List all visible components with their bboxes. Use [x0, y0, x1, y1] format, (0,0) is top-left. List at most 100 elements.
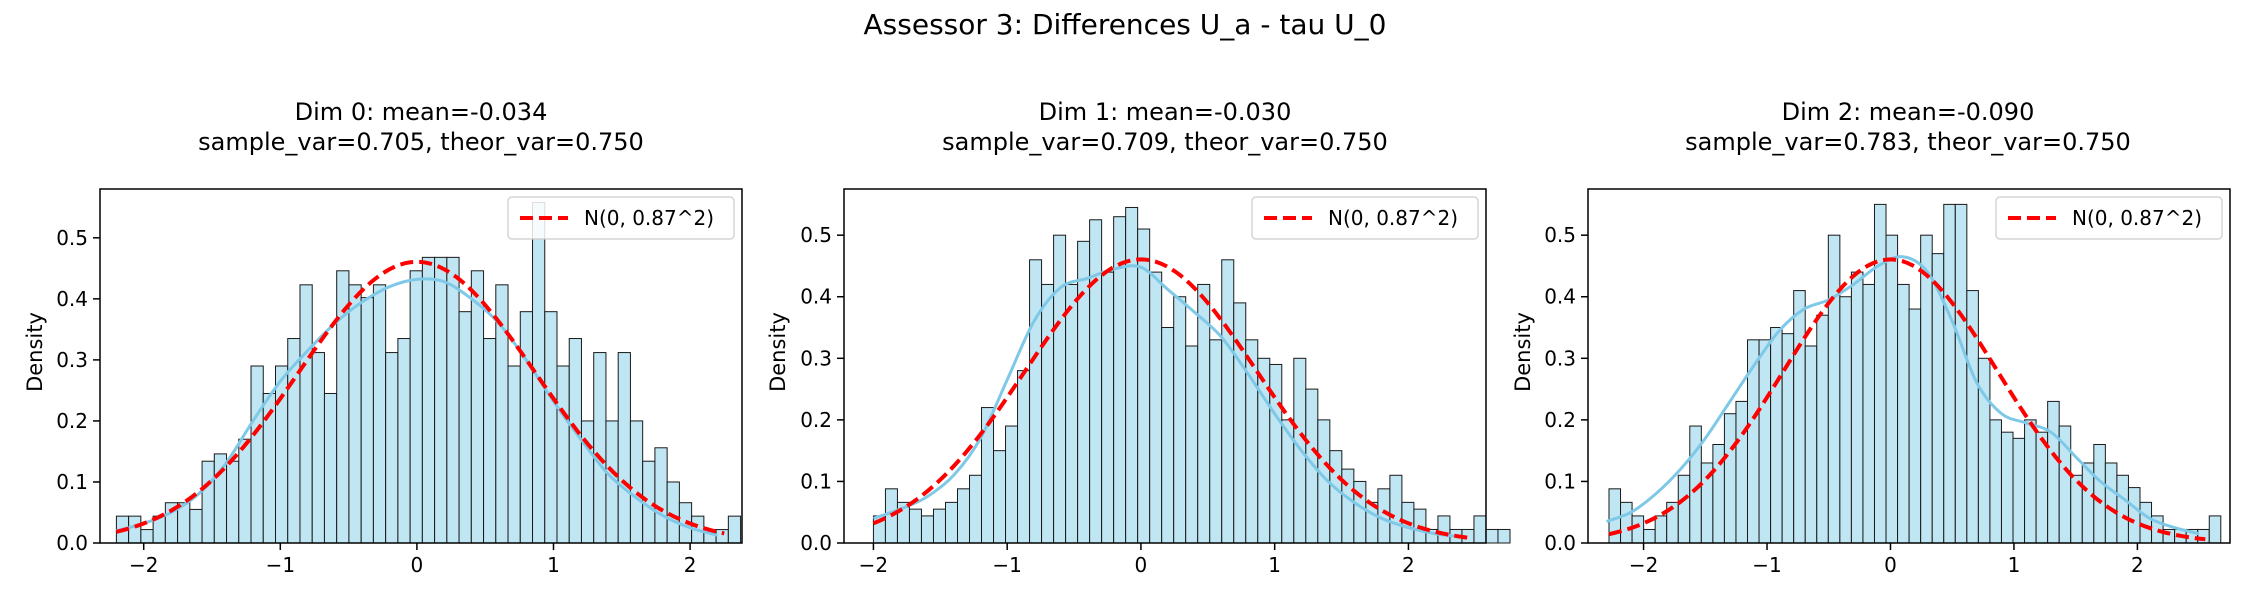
histogram-bar: [1793, 290, 1806, 544]
legend-label: N(0, 0.87^2): [1328, 206, 1458, 230]
histogram-bar: [1908, 308, 1922, 544]
histogram-bar: [1989, 419, 2002, 544]
histogram-bar: [1827, 234, 1841, 544]
histogram-bar: [458, 311, 472, 544]
histogram-bar: [969, 474, 983, 544]
axes-frame: [843, 188, 1487, 544]
histogram-bar: [1677, 474, 1691, 544]
histogram-bar: [2116, 474, 2129, 544]
histogram-bar: [1389, 474, 1403, 544]
histogram-bar: [2208, 515, 2222, 544]
x-tick-label: 2: [684, 553, 697, 577]
histogram-bar: [1137, 228, 1151, 544]
histogram-bar: [446, 256, 460, 544]
legend-label: N(0, 0.87^2): [584, 206, 714, 230]
histogram-bar: [932, 508, 946, 544]
y-tick-label: 0.3: [800, 346, 832, 370]
histogram-bar: [1101, 271, 1115, 544]
histogram-bar: [727, 515, 742, 544]
y-axis-label: Density: [1511, 312, 1535, 392]
histogram-bar: [189, 508, 203, 544]
histogram-bar: [1770, 327, 1783, 544]
histogram-bar: [1816, 314, 1829, 544]
y-tick-label: 0.5: [1544, 223, 1576, 247]
y-tick-label: 0.4: [1544, 285, 1576, 309]
x-tick-label: −1: [266, 553, 295, 577]
histogram-bar: [226, 460, 240, 544]
histogram-bar: [1723, 413, 1737, 544]
subplot-title-line1: Dim 1: mean=-0.030: [1039, 98, 1292, 126]
histogram-bar: [2127, 487, 2141, 544]
histogram-bar: [397, 338, 411, 544]
histogram-bar: [1257, 357, 1271, 544]
y-tick-label: 0.2: [1544, 408, 1576, 432]
histogram-bar: [1437, 515, 1451, 544]
legend: N(0, 0.87^2): [1251, 196, 1479, 240]
x-tick-label: 2: [1402, 553, 1415, 577]
histogram-bar: [1005, 425, 1019, 544]
y-tick-label: 0.4: [800, 285, 832, 309]
legend-box: [1251, 196, 1479, 240]
histogram-bar: [1758, 339, 1772, 544]
histogram-bar: [1029, 259, 1043, 544]
x-tick-label: 2: [2131, 553, 2144, 577]
histogram-bar: [421, 256, 436, 544]
y-tick-label: 0.1: [56, 470, 88, 494]
y-tick-label: 0.0: [56, 531, 88, 555]
x-tick-label: −2: [1629, 553, 1658, 577]
histogram-bar: [1631, 515, 1645, 544]
histogram-bar: [1735, 400, 1749, 544]
subplot-title-line2: sample_var=0.709, theor_var=0.750: [942, 128, 1388, 156]
histogram-bar: [1017, 370, 1031, 544]
histogram-bar: [311, 352, 325, 544]
histogram-bar: [1221, 259, 1235, 544]
y-tick-label: 0.0: [1544, 531, 1576, 555]
y-tick-label: 0.5: [56, 226, 88, 250]
histogram-bar: [1149, 271, 1163, 544]
histogram-bar: [1161, 327, 1175, 544]
histogram-bar: [348, 284, 362, 544]
subplot-dim-2: Dim 2: mean=-0.090 sample_var=0.783, the…: [1511, 98, 2231, 577]
histogram-bar: [944, 501, 958, 544]
histogram-bar: [908, 508, 922, 544]
histogram-bar: [629, 420, 644, 544]
subplot-title-line1: Dim 0: mean=-0.034: [295, 98, 548, 126]
histogram-bar: [1804, 345, 1818, 544]
y-tick-label: 0.1: [1544, 469, 1576, 493]
histogram-bar: [1943, 203, 1956, 544]
x-tick-label: 0: [1135, 553, 1148, 577]
legend-label: N(0, 0.87^2): [2072, 206, 2202, 230]
legend: N(0, 0.87^2): [1995, 196, 2223, 240]
normal-curve: [115, 259, 725, 536]
histogram-bar: [275, 365, 289, 544]
histogram-bar: [1497, 528, 1511, 544]
histogram-bar: [1173, 296, 1187, 544]
histogram-bar: [1089, 219, 1103, 544]
y-tick-label: 0.2: [800, 408, 832, 432]
histogram-bar: [2093, 444, 2106, 544]
histogram-bar: [556, 365, 570, 544]
x-tick-label: −1: [992, 553, 1021, 577]
histogram-bar: [1065, 283, 1079, 544]
histogram-bar: [323, 392, 338, 544]
subplot-dim-0: Dim 0: mean=-0.034 sample_var=0.705, the…: [23, 98, 743, 577]
histogram-bar: [519, 311, 534, 544]
subplot-title-line2: sample_var=0.705, theor_var=0.750: [198, 128, 644, 156]
histogram-bar: [654, 447, 668, 544]
histogram-bar: [1850, 271, 1864, 544]
histogram-bar: [1897, 283, 1910, 544]
x-tick-label: −2: [129, 553, 158, 577]
histogram-bar: [1643, 528, 1656, 544]
histogram-bar: [544, 311, 558, 544]
kde-curve: [872, 264, 1463, 539]
y-tick-label: 0.1: [800, 469, 832, 493]
kde-curve: [1605, 255, 2200, 536]
histogram-bar: [128, 515, 142, 544]
histogram-bar: [981, 407, 995, 544]
x-tick-label: 0: [411, 553, 424, 577]
histogram-bar: [385, 352, 399, 544]
axes-frame: [99, 188, 743, 544]
histogram-bar: [2104, 462, 2118, 544]
histogram-bar: [1620, 501, 1633, 544]
